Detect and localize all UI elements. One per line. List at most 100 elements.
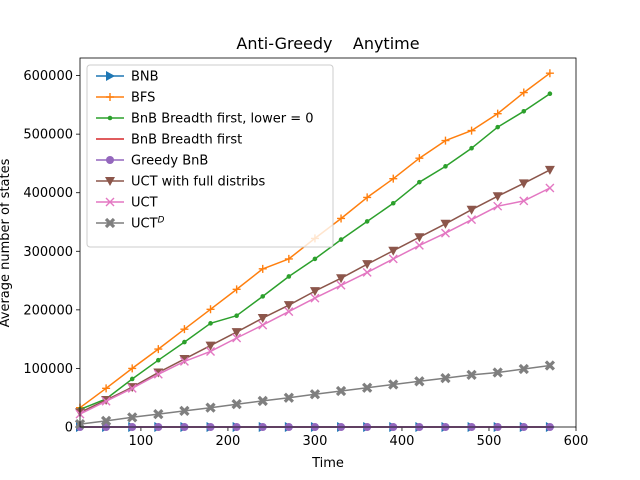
series-2: [77, 91, 553, 412]
data-point: [544, 360, 556, 371]
x-tick-label: 600: [564, 434, 589, 449]
data-point: [338, 237, 344, 242]
data-point: [519, 88, 528, 97]
legend-label-superscript: D: [158, 216, 165, 226]
data-point: [521, 109, 527, 114]
data-point: [493, 109, 502, 118]
data-point: [389, 174, 398, 183]
legend-label: BnB Breadth first: [131, 133, 242, 148]
data-point: [258, 264, 267, 273]
legend-marker: [106, 156, 114, 164]
data-point: [544, 165, 555, 175]
data-point: [206, 305, 215, 314]
data-point: [443, 164, 448, 169]
data-point: [153, 369, 163, 379]
data-point: [153, 368, 164, 378]
y-tick-label: 200000: [23, 303, 73, 318]
data-point: [205, 402, 216, 413]
chart-title: Anti-Greedy Anytime: [236, 34, 419, 53]
legend-entry: UCT: [96, 196, 158, 211]
y-axis-title: Average number of states: [0, 158, 13, 327]
data-point: [257, 395, 268, 407]
data-point: [336, 274, 347, 284]
data-point: [492, 367, 503, 378]
data-point: [284, 254, 293, 263]
x-tick-label: 500: [477, 434, 502, 449]
data-point: [284, 307, 294, 317]
legend-entry: UCTD: [96, 216, 165, 232]
data-point: [128, 364, 137, 373]
data-point: [258, 320, 268, 330]
data-point: [180, 325, 189, 334]
data-point: [179, 405, 190, 417]
data-point: [286, 274, 292, 279]
data-point: [257, 314, 268, 324]
series-7: [74, 360, 556, 430]
data-point: [388, 379, 399, 390]
data-point: [545, 183, 555, 193]
legend-entry: BNB: [96, 70, 159, 85]
data-point: [156, 357, 161, 363]
data-point: [205, 341, 216, 351]
legend-label: UCT: [131, 196, 158, 211]
legend: BNB BFS BnB Breadth first, lower = 0 BnB Br…: [86, 64, 334, 248]
data-point: [492, 192, 503, 202]
data-point: [127, 412, 138, 423]
legend-entry: BnB Breadth first: [96, 133, 242, 148]
data-point: [283, 301, 294, 311]
data-point: [518, 363, 529, 375]
data-point: [179, 355, 190, 365]
data-point: [441, 136, 450, 145]
data-point: [440, 372, 451, 384]
plot-area: 100 200 300 400 500 600 0 100000 200000 300000 400…: [23, 57, 589, 449]
data-point: [466, 205, 477, 215]
data-point: [495, 124, 500, 130]
legend-label: BnB Breadth first, lower = 0: [131, 112, 314, 127]
data-point: [467, 126, 476, 135]
series-5: [75, 165, 555, 418]
data-point: [362, 267, 372, 277]
y-tick-label: 300000: [23, 245, 73, 260]
data-point: [101, 396, 111, 406]
legend-marker: [107, 115, 113, 121]
data-point: [337, 214, 346, 223]
data-point: [310, 293, 320, 303]
legend-entry: BFS: [96, 91, 155, 106]
data-point: [440, 219, 451, 229]
data-point: [154, 345, 163, 354]
data-point: [153, 408, 164, 420]
legend-label: BNB: [131, 70, 159, 85]
data-point: [309, 287, 320, 297]
data-point: [519, 196, 529, 206]
data-point: [312, 256, 318, 262]
data-point: [208, 321, 213, 326]
data-point: [440, 228, 450, 238]
data-point: [518, 179, 529, 189]
data-point: [231, 328, 242, 338]
y-tick-label: 0: [65, 421, 73, 436]
data-point: [129, 376, 135, 382]
x-tick-label: 400: [390, 434, 415, 449]
data-point: [335, 385, 347, 397]
data-point: [231, 399, 242, 410]
data-point: [388, 246, 399, 256]
data-point: [309, 389, 321, 400]
data-point: [466, 369, 477, 381]
legend-entry: Greedy BnB: [96, 154, 208, 169]
x-tick-label: 200: [216, 434, 241, 449]
data-point: [467, 215, 477, 225]
data-point: [363, 193, 372, 202]
data-point: [390, 200, 396, 206]
y-tick-label: 500000: [23, 128, 73, 143]
legend-marker: [106, 71, 115, 81]
legend-label: Greedy BnB: [131, 154, 208, 169]
data-point: [547, 91, 553, 97]
legend-marker: [106, 93, 114, 101]
x-axis-title: Time: [311, 456, 344, 471]
legend-label: BFS: [131, 91, 155, 106]
legend-marker: [105, 177, 115, 186]
data-point: [388, 254, 398, 264]
data-point: [493, 201, 503, 211]
data-point: [100, 415, 112, 426]
